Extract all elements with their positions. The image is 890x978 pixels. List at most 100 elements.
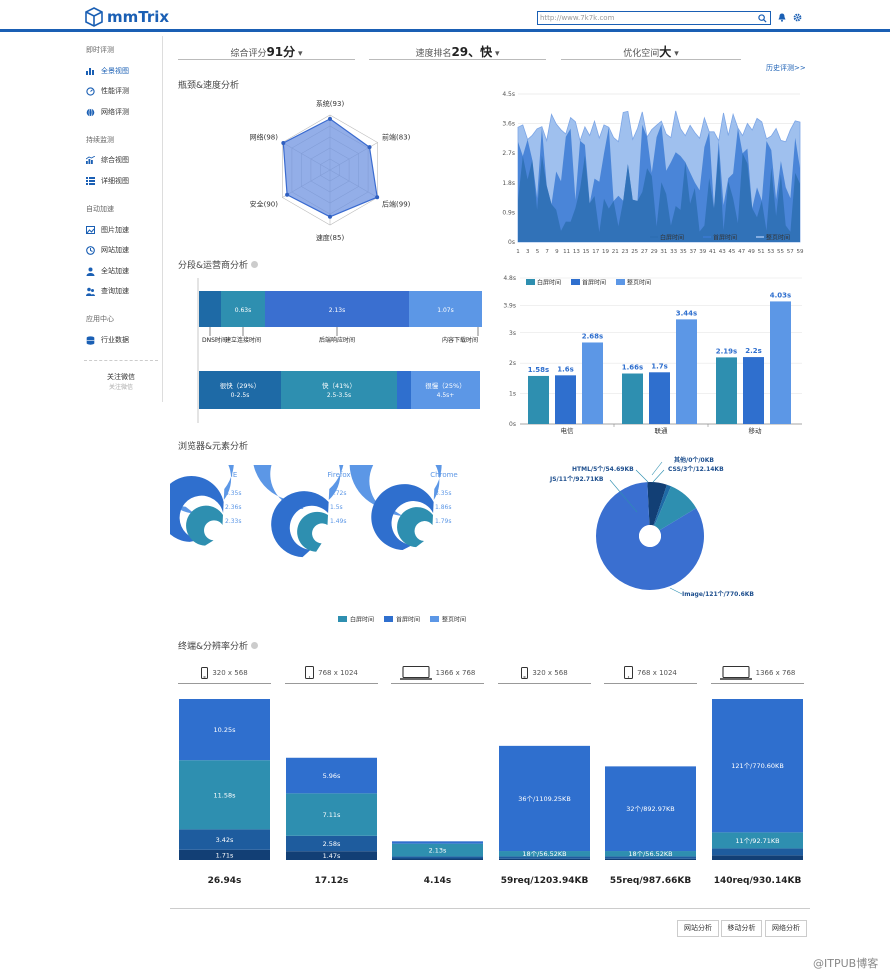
sidebar-item-performance[interactable]: 性能评测 <box>86 84 158 98</box>
resolution-bar-segment[interactable] <box>712 699 803 833</box>
resolution-bar-segment[interactable] <box>286 757 377 794</box>
resolution-bar-segment[interactable] <box>499 851 590 857</box>
follow-wechat-title[interactable]: 关注微信 <box>107 373 135 381</box>
search-box[interactable] <box>537 11 771 25</box>
resolution-tab[interactable]: 1366 x 768 <box>711 662 804 684</box>
segment-top-block[interactable] <box>199 291 221 327</box>
pie-slice[interactable] <box>653 484 672 526</box>
resolution-bar-segment[interactable] <box>712 832 803 849</box>
browser-ring[interactable] <box>397 507 433 548</box>
y-tick-label: 3s <box>509 330 516 337</box>
mobile-analysis-button[interactable]: 移动分析 <box>721 920 762 937</box>
segment-bottom-block[interactable] <box>411 371 480 409</box>
network-analysis-button[interactable]: 网络分析 <box>765 920 807 937</box>
metric-score[interactable]: 综合评分91分 ▾ <box>178 40 355 60</box>
resolution-bar-segment[interactable] <box>499 858 590 860</box>
carrier-bar[interactable] <box>649 372 670 424</box>
resolution-bar-segment[interactable] <box>499 745 590 852</box>
segment-bottom-block[interactable] <box>199 371 281 409</box>
resolution-bar-segment[interactable] <box>712 855 803 860</box>
sidebar-item-overview[interactable]: 全景视图 <box>86 64 158 78</box>
carrier-bar[interactable] <box>676 319 697 424</box>
metric-space[interactable]: 优化空间大 ▾ <box>561 40 741 60</box>
segment-bottom-block[interactable] <box>281 371 397 409</box>
x-tick-label: 39 <box>699 249 706 255</box>
segment-sub: 4.5s+ <box>437 392 455 399</box>
carrier-bar-label: 2.2s <box>745 347 762 355</box>
browser-ring-label: 1.5s <box>330 504 343 511</box>
segment-top-block[interactable] <box>409 291 482 327</box>
help-icon[interactable] <box>251 642 259 649</box>
resolution-bar-segment[interactable] <box>392 841 483 844</box>
resolution-bar-segment[interactable] <box>179 699 270 761</box>
sidebar-item-network[interactable]: 网络评测 <box>86 105 158 119</box>
sidebar-item-site-accel[interactable]: 网站加速 <box>86 243 158 257</box>
browser-ring[interactable] <box>170 476 224 542</box>
logo[interactable]: mmTrix <box>84 6 169 28</box>
browser-ring[interactable] <box>297 511 328 552</box>
carrier-bar[interactable] <box>770 301 791 424</box>
resolution-bar-segment[interactable] <box>605 766 696 852</box>
resolution-bar-segment[interactable] <box>392 856 483 859</box>
browser-ring[interactable] <box>371 484 434 551</box>
x-tick-label: 9 <box>555 249 559 255</box>
x-tick-label: 35 <box>680 249 687 255</box>
resolution-bar-segment[interactable] <box>605 856 696 859</box>
resolution-bar-segment[interactable] <box>286 793 377 836</box>
site-analysis-button[interactable]: 网站分析 <box>677 920 719 937</box>
carrier-bar[interactable] <box>555 375 576 424</box>
bell-icon[interactable] <box>778 13 786 22</box>
segment-top-block[interactable] <box>221 291 265 327</box>
browser-ring[interactable] <box>271 491 329 558</box>
segment-top-block[interactable] <box>265 291 409 327</box>
resolution-tab[interactable]: 768 x 1024 <box>604 662 697 684</box>
resolution-bar-segment[interactable] <box>499 856 590 859</box>
carrier-bar[interactable] <box>528 375 549 424</box>
carrier-bar[interactable] <box>622 373 643 424</box>
help-icon[interactable] <box>251 261 259 268</box>
resolution-bar-segment[interactable] <box>712 848 803 856</box>
resolution-tab[interactable]: 320 x 568 <box>498 662 591 684</box>
x-tick-label: 21 <box>612 249 619 255</box>
carrier-bar[interactable] <box>743 357 764 424</box>
browser-ring[interactable] <box>349 465 442 517</box>
carrier-bar[interactable] <box>716 357 737 424</box>
history-link[interactable]: 历史评测>> <box>766 64 806 72</box>
x-tick-label: 55 <box>777 249 784 255</box>
resolution-bar-segment[interactable] <box>392 858 483 860</box>
resolution-bar-segment[interactable] <box>605 858 696 860</box>
search-icon[interactable] <box>758 14 767 23</box>
sidebar-item-query-accel[interactable]: 查询加速 <box>86 284 158 298</box>
browser-ring[interactable] <box>252 465 344 510</box>
browser-ring[interactable] <box>186 505 223 546</box>
pie-slice[interactable] <box>654 486 697 531</box>
search-input[interactable] <box>538 12 748 24</box>
y-tick-label: 3.9s <box>503 302 516 309</box>
sidebar-item-image-accel[interactable]: 图片加速 <box>86 223 158 237</box>
segment-bottom-block[interactable] <box>397 371 411 409</box>
resolution-bar-segment[interactable] <box>392 843 483 857</box>
metric-label: 速度排名 <box>415 49 452 59</box>
resolution-tab[interactable]: 1366 x 768 <box>391 662 484 684</box>
resolution-bar-segment[interactable] <box>605 851 696 857</box>
sidebar-item-detail[interactable]: 详细视图 <box>86 174 158 188</box>
resolution-bar-segment[interactable] <box>179 760 270 830</box>
pie-slice[interactable] <box>596 482 704 590</box>
metric-rank[interactable]: 速度排名29、快 ▾ <box>369 40 546 60</box>
resolution-bar-segment[interactable] <box>179 829 270 850</box>
area-legend: 白屏时间 首屏时间 整页时间 <box>650 234 790 242</box>
carrier-x-label: 电信 <box>561 426 575 435</box>
sidebar-item-combined[interactable]: 综合视图 <box>86 153 158 167</box>
carrier-bar-label: 1.66s <box>622 364 643 372</box>
resolution-bar-segment[interactable] <box>286 835 377 852</box>
resolution-bar-segment[interactable] <box>286 851 377 860</box>
sidebar-item-industry[interactable]: 行业数据 <box>86 333 158 347</box>
sidebar-item-full-accel[interactable]: 全站加速 <box>86 264 158 278</box>
resolution-tab[interactable]: 768 x 1024 <box>285 662 378 684</box>
gear-icon[interactable] <box>793 13 802 22</box>
carrier-bar[interactable] <box>582 342 603 424</box>
resolution-tab[interactable]: 320 x 568 <box>178 662 271 684</box>
pie-slice[interactable] <box>647 482 667 526</box>
browser-ring-label: 3.35s <box>435 490 452 497</box>
resolution-bar-segment[interactable] <box>179 849 270 860</box>
